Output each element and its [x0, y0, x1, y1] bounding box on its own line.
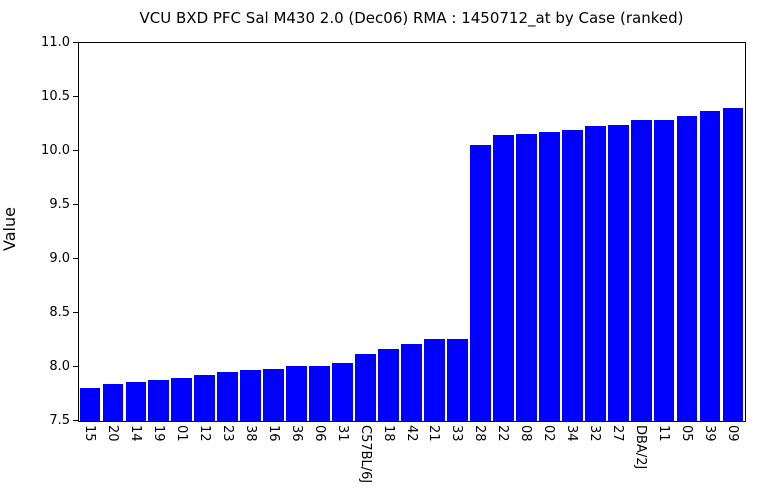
bar-36 — [286, 365, 308, 421]
bar-32 — [584, 126, 606, 421]
bar-38 — [240, 370, 262, 421]
bar-14 — [125, 382, 147, 421]
bar-28 — [470, 144, 491, 421]
bar-34 — [561, 130, 583, 421]
x-tick-label: 12 — [196, 425, 212, 442]
x-tick-label: C57BL/6J — [357, 425, 373, 484]
bar-DBA/2J — [630, 119, 652, 421]
plot-area — [78, 42, 746, 422]
bar-42 — [401, 344, 422, 421]
x-tick-label: 27 — [610, 425, 626, 442]
x-tick-label: 02 — [541, 425, 557, 442]
x-tick-label: 39 — [702, 425, 718, 442]
y-tick-label: 7.5 — [49, 413, 70, 428]
bar-16 — [263, 369, 285, 421]
bar-22 — [492, 134, 514, 421]
bar-C57BL/6J — [355, 354, 376, 421]
chart-title: VCU BXD PFC Sal M430 2.0 (Dec06) RMA : 1… — [139, 9, 684, 27]
y-tick-label: 11.0 — [41, 35, 70, 50]
bar-11 — [653, 119, 675, 421]
y-tick-mark — [73, 150, 78, 151]
bar-33 — [447, 338, 468, 421]
y-tick-mark — [73, 312, 78, 313]
x-tick-label: 42 — [403, 425, 419, 442]
x-tick-label: 11 — [656, 425, 672, 442]
x-tick-label: 36 — [288, 425, 304, 442]
x-tick-label: 22 — [495, 425, 511, 442]
y-tick-mark — [73, 42, 78, 43]
x-tick-label: 09 — [725, 425, 741, 442]
bar-06 — [309, 365, 330, 421]
x-tick-label: 05 — [679, 425, 695, 442]
x-tick-label: 19 — [150, 425, 166, 442]
x-tick-label: 21 — [426, 425, 442, 442]
bar-08 — [515, 133, 537, 421]
y-tick-mark — [73, 96, 78, 97]
bar-15 — [79, 387, 101, 421]
x-tick-label: 20 — [104, 425, 120, 442]
x-tick-label: 31 — [334, 425, 350, 442]
x-tick-label: DBA/2J — [633, 425, 649, 470]
x-tick-label: 08 — [518, 425, 534, 442]
y-tick-label: 10.0 — [41, 143, 70, 158]
x-tick-label: 34 — [564, 425, 580, 442]
y-tick-label: 10.5 — [41, 89, 70, 104]
bar-19 — [148, 379, 170, 421]
x-tick-label: 06 — [311, 425, 327, 442]
bar-31 — [332, 362, 353, 421]
x-tick-label: 16 — [265, 425, 281, 442]
y-tick-label: 8.0 — [49, 359, 70, 374]
bar-20 — [102, 384, 124, 421]
y-tick-label: 9.0 — [49, 251, 70, 266]
bar-05 — [676, 116, 698, 421]
y-tick-label: 8.5 — [49, 305, 70, 320]
x-tick-label: 01 — [173, 425, 189, 442]
x-tick-label: 32 — [587, 425, 603, 442]
x-tick-label: 38 — [242, 425, 258, 442]
y-axis-label: Value — [0, 207, 19, 251]
bar-18 — [378, 348, 399, 421]
x-tick-label: 15 — [81, 425, 97, 442]
x-tick-label: 33 — [449, 425, 465, 442]
x-tick-label: 18 — [380, 425, 396, 442]
y-tick-mark — [73, 366, 78, 367]
bar-23 — [217, 372, 239, 421]
x-tick-label: 23 — [219, 425, 235, 442]
y-tick-mark — [73, 420, 78, 421]
x-tick-label: 28 — [472, 425, 488, 442]
y-tick-mark — [73, 204, 78, 205]
y-tick-label: 9.5 — [49, 197, 70, 212]
bar-39 — [699, 111, 721, 421]
bar-02 — [538, 131, 560, 421]
bar-27 — [607, 125, 629, 421]
bar-21 — [424, 338, 445, 421]
bar-01 — [171, 377, 193, 421]
bar-12 — [194, 374, 216, 421]
y-tick-mark — [73, 258, 78, 259]
x-tick-label: 14 — [127, 425, 143, 442]
bar-09 — [722, 107, 744, 421]
